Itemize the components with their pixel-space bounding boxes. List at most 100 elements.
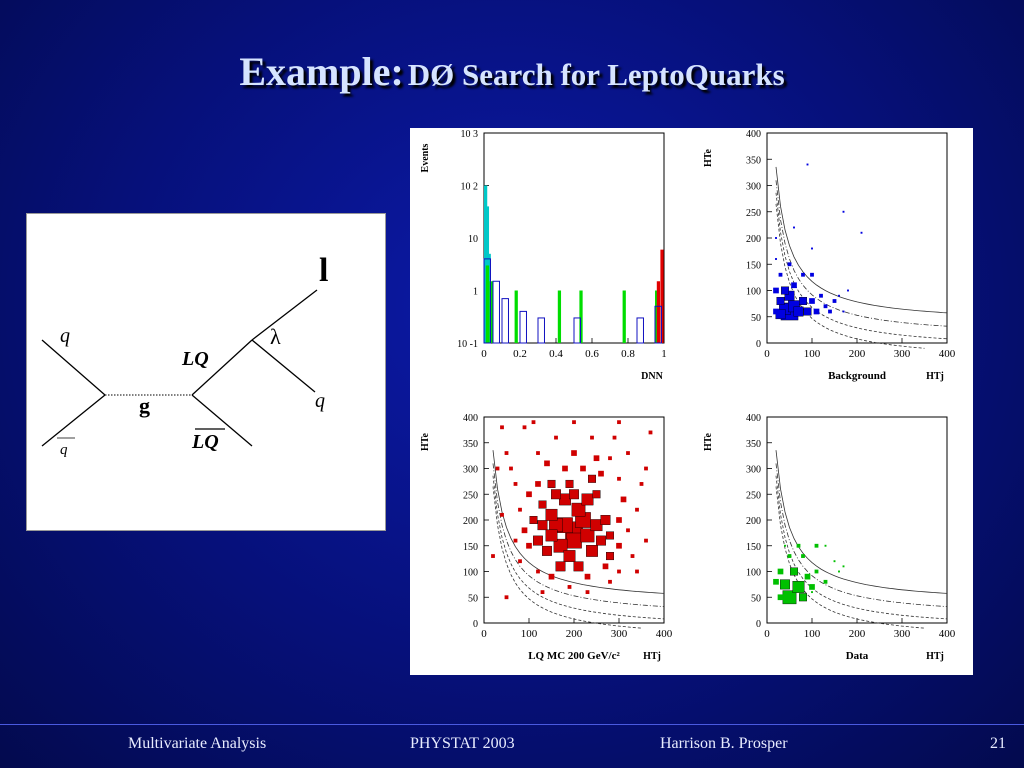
scatter-point-signal	[547, 479, 556, 488]
label-q-out: q	[315, 390, 325, 412]
cut-curve-signal	[492, 450, 665, 594]
hist-bar	[656, 281, 661, 343]
scatter-point-signal	[608, 579, 612, 584]
x-axis-label-background: HTj	[926, 371, 944, 382]
scatter-point-background	[787, 262, 792, 267]
scatter-point-background	[828, 309, 832, 314]
cut-curve-background	[775, 203, 925, 349]
scatter-point-signal	[620, 496, 627, 503]
scatter-point-signal	[544, 460, 550, 467]
y-axis-label-background: HTe	[703, 148, 714, 167]
y-tick-label-data: 400	[746, 413, 761, 424]
scatter-point-signal	[509, 466, 513, 471]
scatter-point-data	[777, 594, 784, 601]
x-axis-label-signal: HTj	[643, 651, 661, 662]
scatter-point-signal	[495, 466, 500, 471]
x-tick-label-histogram: 0.6	[585, 348, 599, 360]
scatter-point-signal	[605, 552, 614, 561]
scatter-point-signal	[617, 420, 621, 425]
scatter-point-signal	[565, 479, 574, 488]
scatter-point-signal	[540, 590, 545, 594]
scatter-point-background	[781, 286, 790, 295]
y-tick-label-background: 400	[746, 129, 761, 140]
y-tick-label-background: 300	[746, 182, 761, 193]
scatter-point-background	[799, 296, 808, 305]
y-tick-label-histogram: 10 -1	[457, 339, 478, 350]
scatter-point-signal	[617, 476, 621, 481]
scatter-point-data	[799, 593, 808, 602]
scatter-point-background	[819, 293, 823, 298]
y-axis-label-signal: HTe	[420, 432, 431, 451]
x-axis-label-data: HTj	[926, 651, 944, 662]
scatter-point-signal	[545, 508, 558, 521]
hist-bar	[487, 253, 491, 343]
scatter-point-signal	[553, 538, 568, 553]
scatter-point-data	[780, 579, 790, 590]
scatter-point-background	[847, 289, 849, 292]
scatter-point-signal	[616, 542, 622, 549]
label-lq: LQ	[181, 348, 209, 370]
scatter-point-signal	[536, 451, 540, 455]
x-tick-label-background: 0	[764, 348, 770, 360]
scatter-point-background	[823, 304, 828, 309]
y-tick-label-signal: 400	[463, 413, 478, 424]
scatter-point-data	[796, 543, 801, 548]
x-tick-label-histogram: 1	[661, 348, 667, 360]
scatter-point-signal	[559, 493, 571, 506]
scatter-point-background	[832, 299, 837, 303]
scatter-point-background	[860, 231, 863, 234]
x-tick-label-histogram: 0.2	[513, 348, 527, 360]
x-tick-label-data: 200	[849, 628, 866, 640]
scatter-point-signal	[566, 532, 582, 549]
scatter-point-signal	[500, 512, 504, 517]
cut-curve-data	[775, 475, 948, 620]
hist-bar	[514, 290, 518, 343]
hist-bar	[489, 281, 493, 343]
scatter-point-data	[773, 578, 779, 585]
scatter-point-signal	[626, 528, 630, 533]
scatter-point-data	[787, 554, 792, 558]
scatter-point-signal	[533, 535, 543, 546]
y-tick-label-background: 50	[751, 313, 761, 324]
scatter-point-signal	[513, 538, 518, 543]
scatter-point-signal	[548, 573, 555, 580]
scatter-point-signal	[531, 420, 536, 425]
footer-page: 21	[990, 735, 1006, 752]
scatter-point-background	[784, 290, 795, 301]
scatter-point-signal	[529, 516, 538, 525]
scatter-point-data	[809, 584, 815, 590]
scatter-point-signal	[590, 435, 594, 440]
scatter-point-signal	[545, 529, 558, 542]
scatter-point-background	[813, 308, 820, 315]
scatter-point-signal	[626, 451, 630, 455]
scatter-point-data	[777, 568, 784, 575]
panel-label-signal: LQ MC 200 GeV/c²	[528, 650, 620, 662]
cut-curve-background	[775, 180, 948, 327]
plot-frame-histogram	[483, 132, 665, 344]
x-tick-label-histogram: 0.4	[549, 348, 563, 360]
scatter-point-signal	[535, 481, 541, 487]
scatter-point-data	[824, 544, 827, 547]
x-tick-label-data: 100	[804, 628, 821, 640]
y-tick-label-signal: 100	[463, 568, 478, 579]
scatter-point-background	[811, 247, 813, 250]
footer-left: Multivariate Analysis	[128, 735, 267, 752]
scatter-point-signal	[598, 470, 604, 477]
y-tick-label-signal: 350	[463, 439, 478, 450]
plot-frame-signal	[483, 416, 665, 624]
label-lambda: λ	[270, 324, 281, 349]
y-tick-label-background: 0	[756, 339, 761, 350]
y-tick-label-data: 350	[746, 439, 761, 450]
hist-bar-outline	[483, 258, 491, 344]
scatter-point-data	[842, 565, 845, 568]
scatter-point-signal	[504, 595, 509, 600]
hist-bar-outline	[537, 317, 545, 344]
scatter-point-signal	[500, 425, 504, 430]
scatter-point-signal	[542, 545, 552, 556]
scatter-point-data	[804, 573, 811, 580]
x-tick-label-background: 200	[849, 348, 866, 360]
scatter-point-background	[775, 237, 777, 239]
scatter-point-background	[791, 282, 797, 289]
footer-divider	[0, 724, 1024, 725]
y-tick-label-background: 350	[746, 155, 761, 166]
